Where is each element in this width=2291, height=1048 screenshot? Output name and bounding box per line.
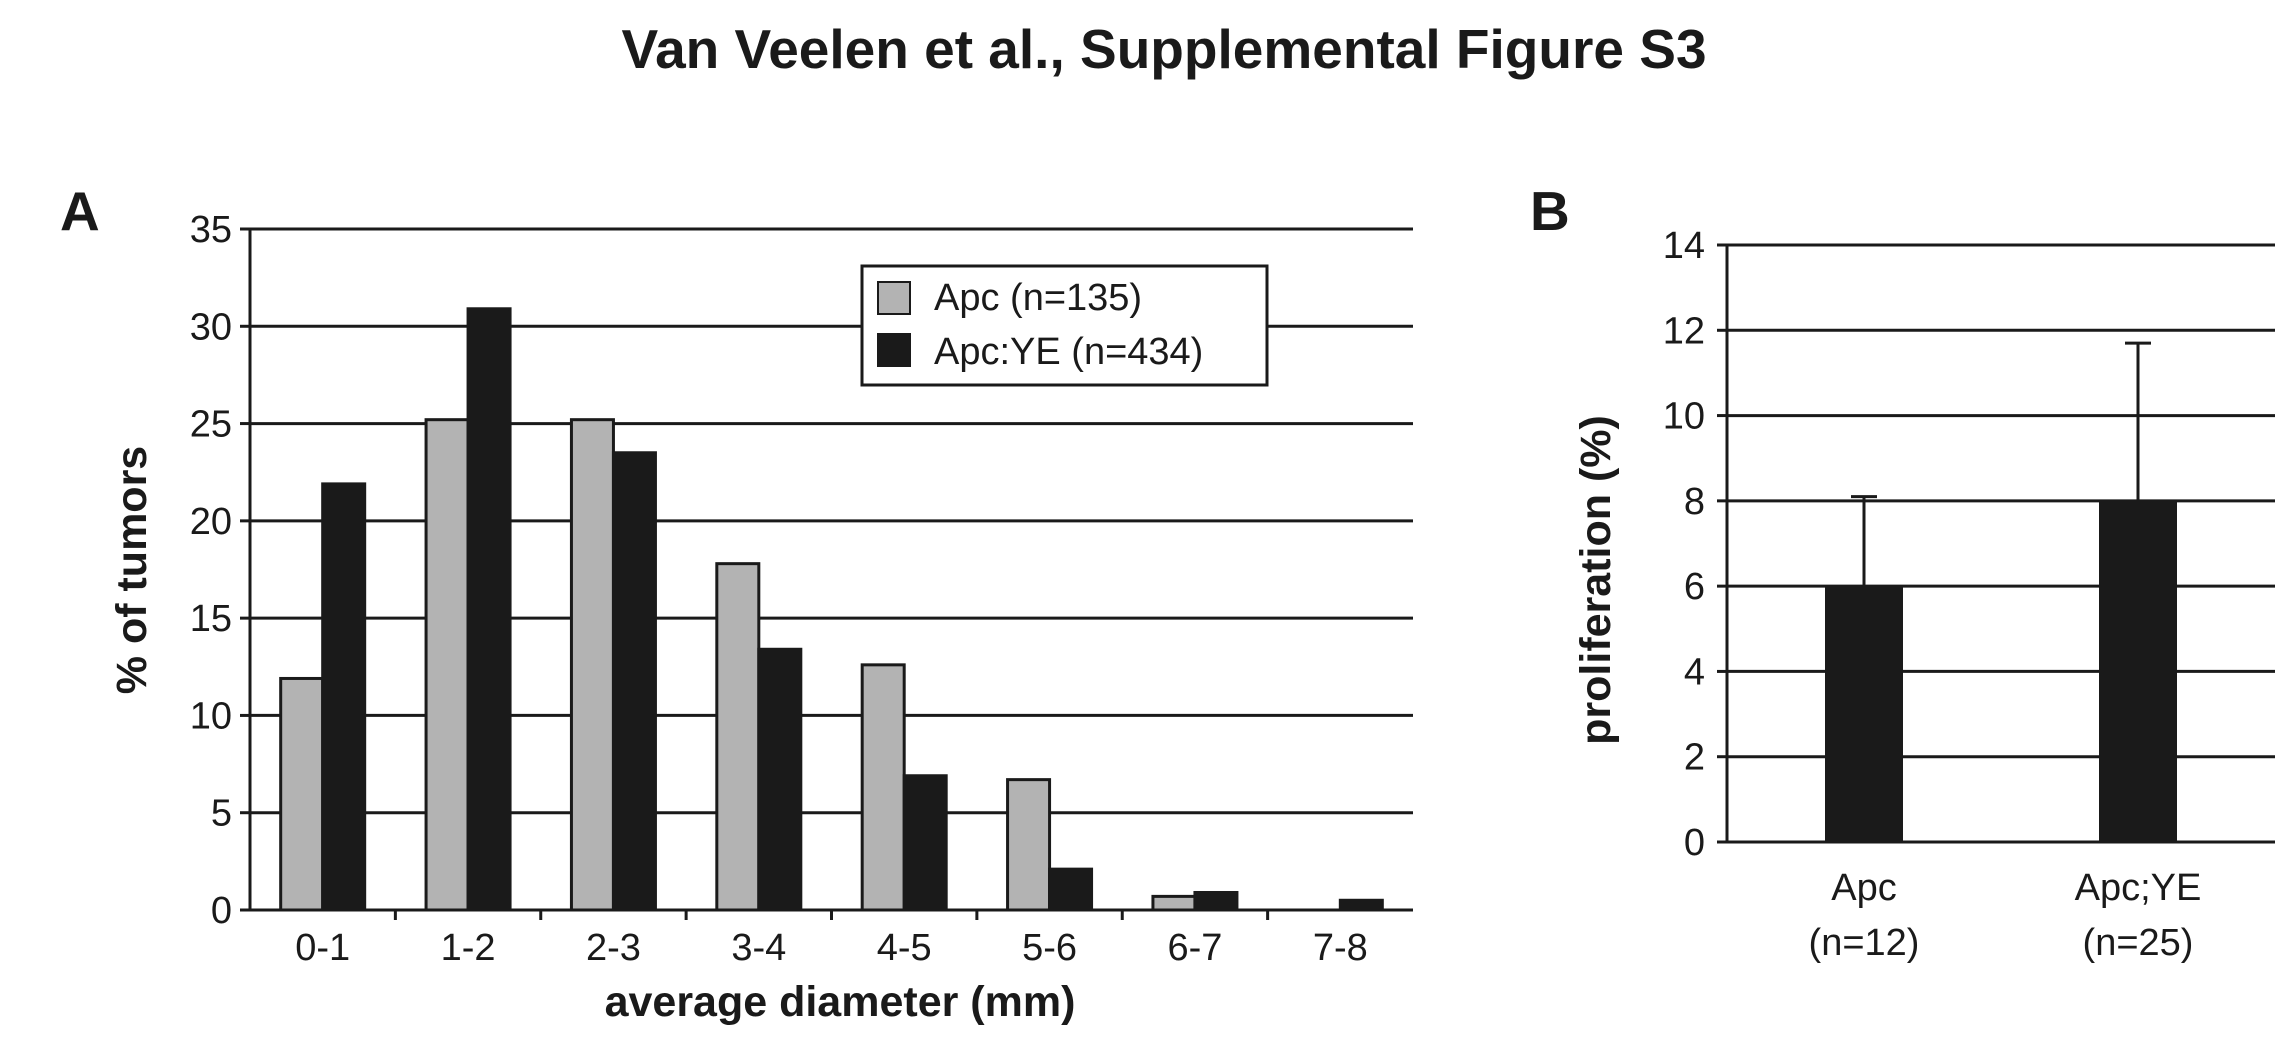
legend-label-apc-ye: Apc:YE (n=434): [934, 331, 1203, 373]
y-tick-label: 5: [211, 793, 232, 835]
bar-proliferation: [1825, 585, 1903, 844]
x-category-label: Apc: [1831, 867, 1896, 909]
y-tick-label: 35: [190, 209, 232, 251]
bar-apc-ye: [611, 451, 657, 912]
y-tick-label: 4: [1684, 651, 1705, 693]
figure-title: Van Veelen et al., Supplemental Figure S…: [621, 18, 1706, 80]
panel-a-label: A: [60, 180, 100, 242]
legend-swatch-apc-ye: [877, 333, 911, 367]
y-tick-label: 15: [190, 598, 232, 640]
panel-b-label: B: [1530, 180, 1570, 242]
y-tick-label: 0: [211, 890, 232, 932]
bar-apc-ye: [466, 307, 512, 912]
y-tick-label: 0: [1684, 822, 1705, 864]
panel-b-y-ticks: 0 2 4 6 8 10 12 14: [1663, 225, 1727, 864]
x-tick-label: 5-6: [1022, 927, 1077, 969]
panel-b-gridlines: [1727, 243, 2275, 844]
y-tick-label: 30: [190, 306, 232, 348]
panel-a-y-axis-title: % of tumors: [108, 446, 156, 694]
bar-apc-ye: [902, 774, 948, 912]
panel-b-bars: [1825, 341, 2177, 844]
bar-apc: [715, 562, 761, 912]
bar-apc-ye: [1048, 867, 1094, 912]
x-tick-label: 4-5: [877, 927, 932, 969]
panel-a-legend: Apc (n=135) Apc:YE (n=434): [860, 264, 1269, 387]
x-category-label: Apc;YE: [2075, 867, 2202, 909]
y-tick-label: 25: [190, 404, 232, 446]
bar-apc: [860, 663, 906, 912]
bar-apc: [1006, 778, 1052, 912]
panel-a-x-axis-title: average diameter (mm): [605, 978, 1076, 1026]
panel-a-y-ticks: 0 5 10 15 20 25 30 35: [190, 209, 250, 932]
y-tick-label: 12: [1663, 310, 1705, 352]
panel-b-x-ticks: Apc (n=12) Apc;YE (n=25): [1809, 867, 2202, 964]
legend-box: [860, 264, 1269, 387]
x-tick-label: 3-4: [731, 927, 786, 969]
panel-a-x-ticks: 0-1 1-2 2-3 3-4 4-5 5-6 6-7 7-8: [295, 910, 1368, 969]
bar-apc: [279, 676, 325, 912]
x-tick-label: 6-7: [1167, 927, 1222, 969]
x-tick-label: 0-1: [295, 927, 350, 969]
bar-apc: [424, 418, 470, 912]
panel-b: B 0 2 4 6 8 10 12 14 Apc (n=12) Apc;YE (n=25) prol…: [1530, 180, 2275, 964]
panel-b-axes: [1725, 245, 2275, 844]
x-tick-label: 1-2: [441, 927, 496, 969]
x-category-label: (n=12): [1809, 922, 1920, 964]
bar-apc: [569, 418, 615, 912]
panel-b-y-axis-title: proliferation (%): [1572, 415, 1620, 745]
legend-label-apc: Apc (n=135): [934, 277, 1142, 319]
y-tick-label: 20: [190, 501, 232, 543]
bar-proliferation: [2099, 499, 2177, 843]
x-tick-label: 7-8: [1313, 927, 1368, 969]
bar-apc-ye: [1193, 890, 1239, 912]
y-tick-label: 2: [1684, 737, 1705, 779]
bar-apc-ye: [321, 482, 367, 912]
y-tick-label: 14: [1663, 225, 1705, 267]
bar-apc-ye: [757, 647, 803, 912]
legend-swatch-apc: [877, 281, 911, 315]
x-category-label: (n=25): [2083, 922, 2194, 964]
y-tick-label: 10: [190, 695, 232, 737]
x-tick-label: 2-3: [586, 927, 641, 969]
bar-apc: [1151, 894, 1197, 912]
panel-a-bars: [279, 307, 1384, 912]
y-tick-label: 6: [1684, 566, 1705, 608]
panel-a: A 0 5 10 15 20 25 30 35 0-1 1-2 2-3 3-4 4-5 5-6 6-7 7-…: [60, 180, 1413, 1026]
y-tick-label: 8: [1684, 481, 1705, 523]
y-tick-label: 10: [1663, 396, 1705, 438]
